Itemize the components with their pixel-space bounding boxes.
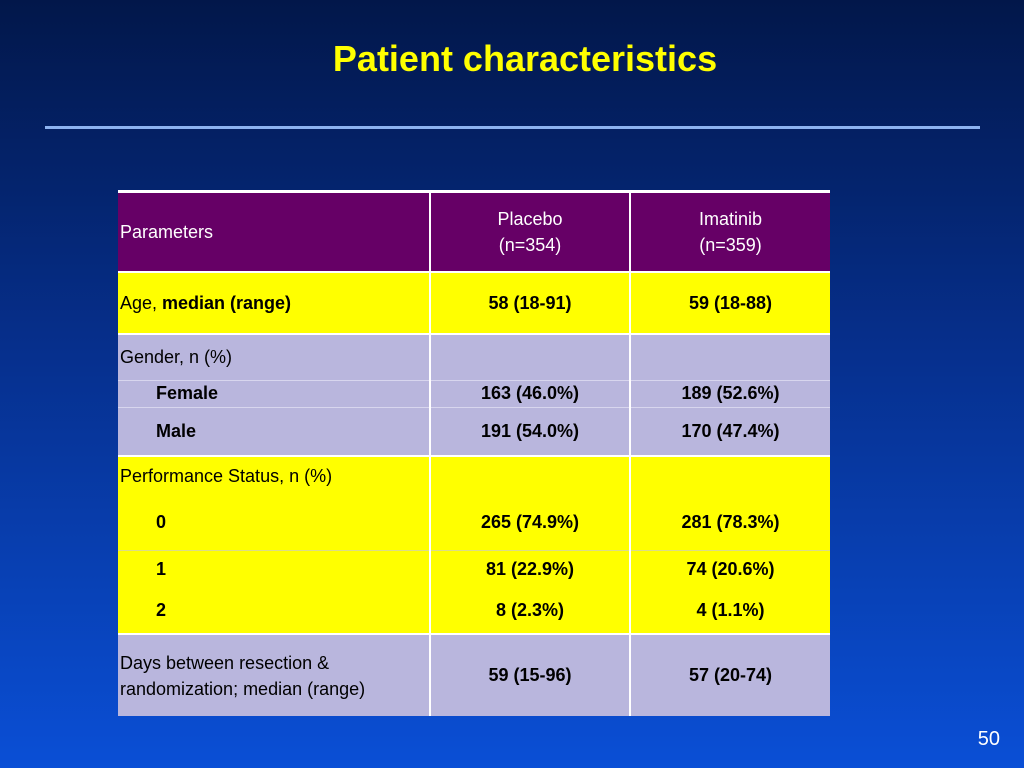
- female-imatinib: 189 (52.6%): [629, 379, 830, 407]
- days-imatinib: 57 (20-74): [629, 633, 830, 716]
- female-placebo: 163 (46.0%): [429, 379, 630, 407]
- performance-imatinib-empty: [629, 455, 830, 496]
- days-label-line1: Days between resection &: [120, 652, 330, 673]
- header-imatinib-n: (n=359): [699, 235, 762, 255]
- table-row-female: Female 163 (46.0%) 189 (52.6%): [118, 379, 830, 407]
- age-label: Age, median (range): [118, 271, 430, 334]
- header-placebo-label: Placebo: [497, 209, 563, 229]
- age-label-bold: median (range): [162, 292, 292, 313]
- age-label-plain: Age,: [120, 292, 163, 313]
- header-imatinib: Imatinib (n=359): [629, 190, 830, 272]
- table-header-row: Parameters Placebo (n=354) Imatinib (n=3…: [118, 190, 830, 272]
- table-row-male: Male 191 (54.0%) 170 (47.4%): [118, 406, 830, 456]
- header-placebo: Placebo (n=354): [429, 190, 630, 272]
- ps0-imatinib: 281 (78.3%): [629, 496, 830, 550]
- ps2-placebo: 8 (2.3%): [429, 588, 630, 634]
- gender-placebo-empty: [429, 333, 630, 380]
- patient-characteristics-table: Parameters Placebo (n=354) Imatinib (n=3…: [118, 190, 830, 716]
- male-imatinib: 170 (47.4%): [629, 406, 830, 456]
- ps0-placebo: 265 (74.9%): [429, 496, 630, 550]
- header-placebo-n: (n=354): [498, 235, 562, 255]
- days-label-line2: randomization; median (range): [120, 678, 366, 699]
- ps2-label: 2: [156, 600, 167, 620]
- male-placebo: 191 (54.0%): [429, 406, 630, 456]
- ps1-placebo: 81 (22.9%): [429, 549, 630, 588]
- ps1-label: 1: [118, 549, 430, 588]
- female-label: Female: [118, 379, 430, 407]
- table-row-ps2: 2 8 (2.3%) 4 (1.1%): [118, 588, 830, 634]
- male-label: Male: [118, 406, 430, 456]
- age-imatinib: 59 (18-88): [629, 271, 830, 334]
- table-row-gender-header: Gender, n (%): [118, 333, 830, 380]
- ps2-imatinib: 4 (1.1%): [629, 588, 830, 634]
- header-imatinib-label: Imatinib: [698, 209, 763, 229]
- table-row-ps1: 1 81 (22.9%) 74 (20.6%): [118, 549, 830, 588]
- days-placebo: 59 (15-96): [429, 633, 630, 716]
- performance-placebo-empty: [429, 455, 630, 496]
- days-label: Days between resection & randomization; …: [118, 633, 430, 716]
- table-row-performance-header: Performance Status, n (%): [118, 455, 830, 496]
- gender-imatinib-empty: [629, 333, 830, 380]
- performance-label: Performance Status, n (%): [118, 455, 430, 496]
- slide-title: Patient characteristics: [332, 38, 718, 79]
- gender-label: Gender, n (%): [118, 333, 430, 380]
- age-placebo: 58 (18-91): [429, 271, 630, 334]
- ps1-imatinib: 74 (20.6%): [629, 549, 830, 588]
- header-parameters: Parameters: [118, 190, 430, 272]
- table-row-age: Age, median (range) 58 (18-91) 59 (18-88…: [118, 271, 830, 334]
- table-row-days: Days between resection & randomization; …: [118, 633, 830, 716]
- ps0-label: 0: [156, 512, 167, 533]
- page-number: 50: [977, 728, 1000, 750]
- table-row-ps0: 0 265 (74.9%) 281 (78.3%): [118, 496, 830, 550]
- title-divider: [45, 126, 980, 129]
